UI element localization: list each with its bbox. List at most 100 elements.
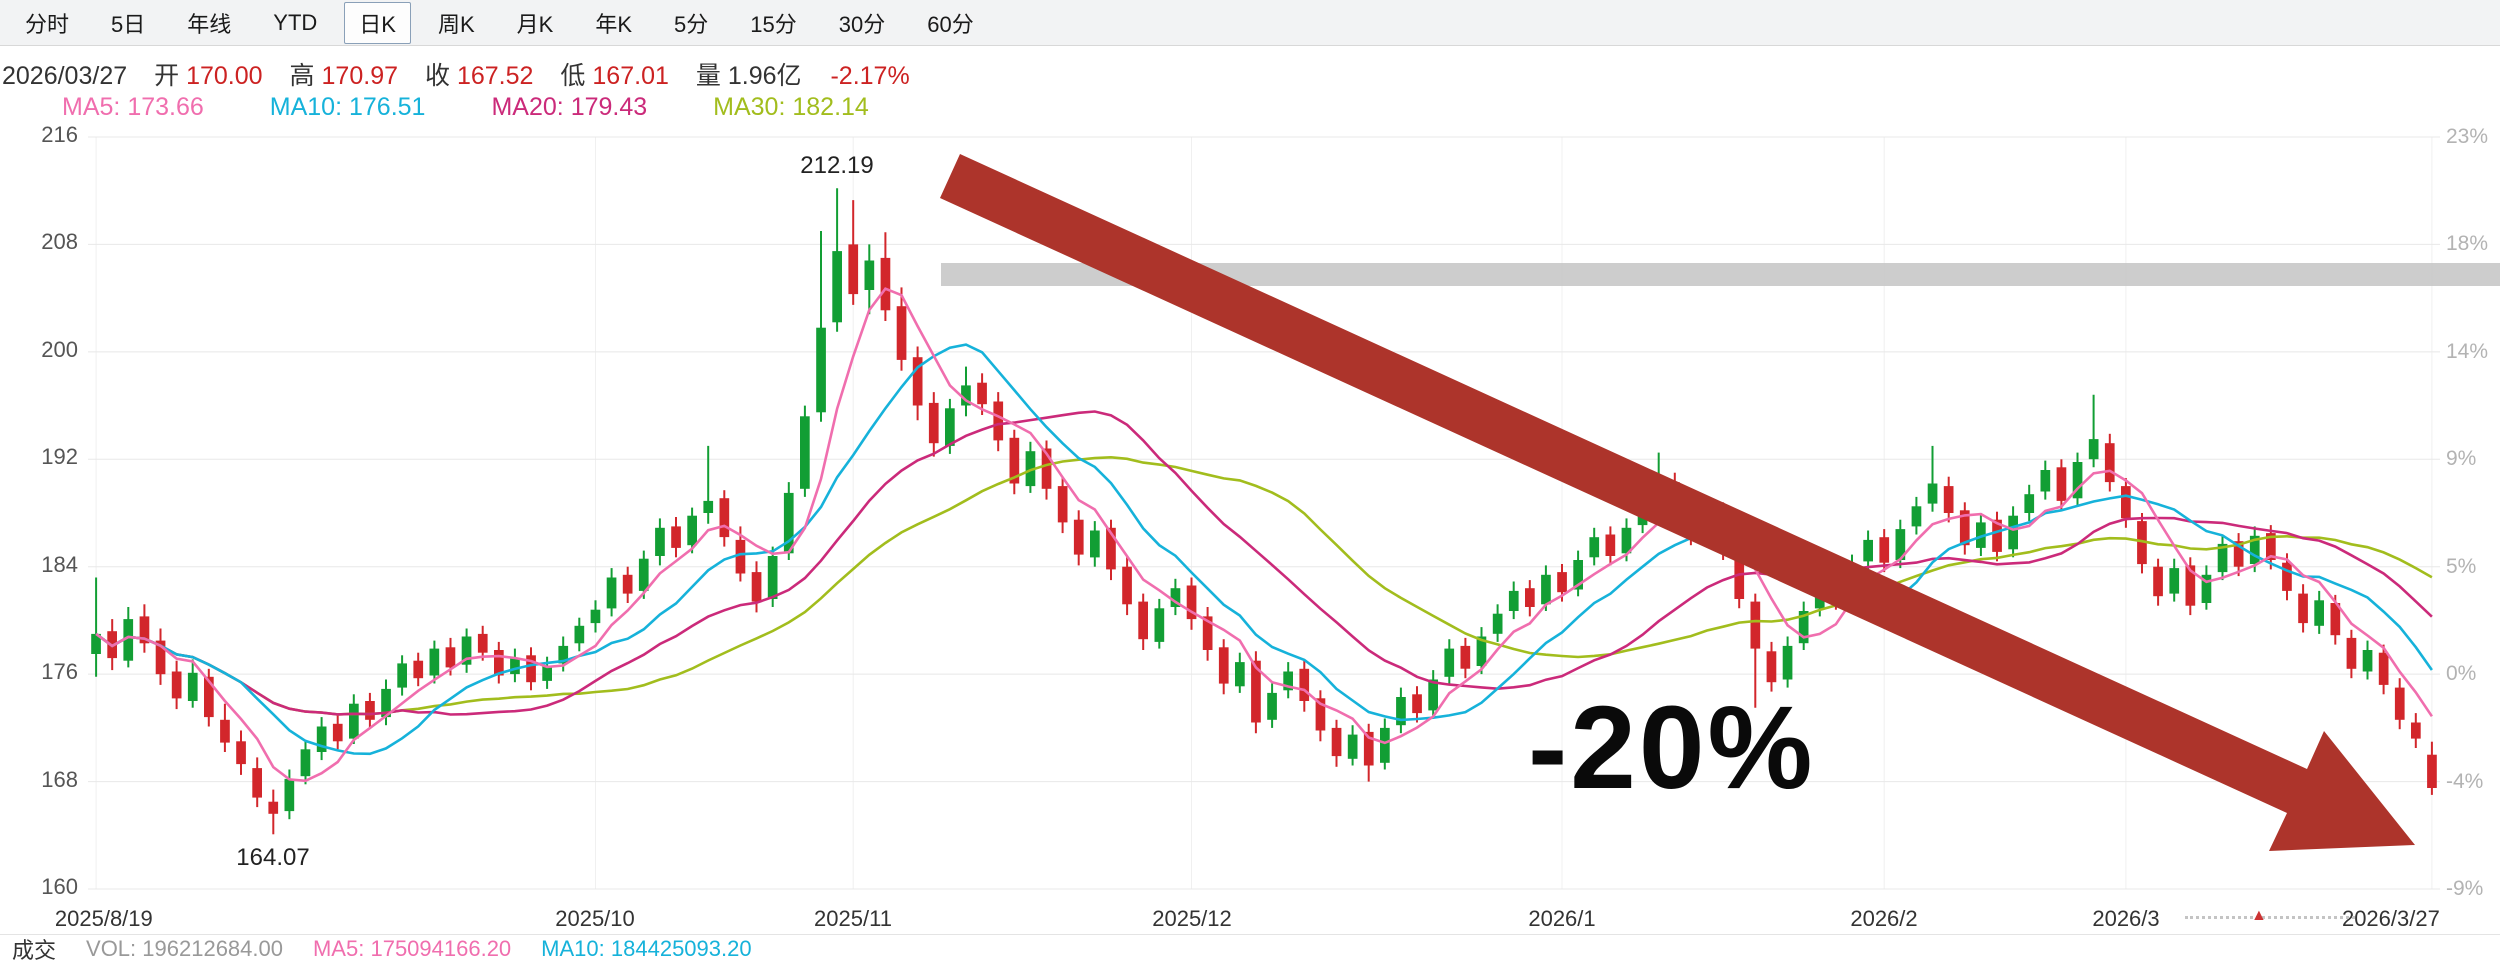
candle: [1041, 440, 1052, 500]
candle: [1122, 557, 1132, 616]
ma30-line: [95, 455, 2433, 716]
candle: [1170, 578, 1181, 616]
high-value: 170.97: [321, 62, 398, 90]
candle: [268, 789, 279, 835]
volume-pane-hint: ▲: [2185, 907, 2355, 924]
candle: [1025, 441, 1036, 493]
close-label: 收: [424, 62, 450, 90]
quote-info-bar: 2026/03/27 开 170.00 高 170.97 收 167.52 低 167.…: [2, 56, 910, 92]
candle: [1073, 510, 1084, 566]
candle: [461, 628, 472, 673]
candle: [928, 392, 939, 457]
candle: [1976, 513, 1986, 556]
tab-30min[interactable]: 30分: [838, 11, 886, 37]
ma-lines-layer: [95, 287, 2433, 783]
candle: [1347, 725, 1358, 766]
volume-label: 量: [695, 62, 721, 90]
candle: [397, 655, 407, 696]
candle: [590, 600, 601, 633]
ma-legend-label: MA5:: [62, 93, 121, 121]
tab-15min[interactable]: 15分: [750, 11, 797, 37]
tab-day-k[interactable]: 日K: [344, 1, 411, 44]
candle: [2217, 534, 2228, 581]
x-axis-tick: 2025/12: [1152, 906, 1232, 931]
candle: [171, 660, 182, 710]
high-label: 高: [289, 62, 315, 90]
ma-legend-value: 182.14: [792, 93, 869, 121]
candle: [719, 490, 730, 547]
ma-legend-label: MA30:: [713, 93, 786, 121]
candle: [2137, 513, 2147, 574]
candle: [1476, 627, 1487, 675]
grid-lines: [88, 136, 2440, 890]
tab-timeline[interactable]: 分时: [25, 11, 70, 37]
candle: [2008, 506, 2018, 558]
candle: [751, 561, 762, 613]
candle: [2185, 557, 2196, 616]
ma-legend-item-1: MA10: 176.51: [270, 93, 426, 121]
tab-5day[interactable]: 5日: [111, 11, 146, 37]
x-axis-tick: 2026/3/27: [2341, 906, 2440, 931]
low-value: 167.01: [592, 62, 669, 90]
candle: [655, 518, 665, 566]
x-axis-tick: 2025/11: [814, 906, 892, 931]
candle: [2088, 394, 2099, 468]
vol-label: VOL:: [86, 936, 137, 961]
candle: [220, 703, 230, 752]
candle: [880, 232, 891, 321]
candle: [1267, 683, 1277, 728]
candle: [912, 346, 923, 421]
candle: [1315, 690, 1326, 742]
candle: [848, 200, 859, 305]
candle: [1202, 607, 1213, 661]
candle: [1782, 636, 1793, 688]
vol-ma5-readout: MA5: 175094166.20: [313, 936, 511, 962]
vol-ma5-value: 175094166.20: [370, 936, 512, 961]
tab-5min[interactable]: 5分: [674, 11, 709, 37]
candle: [783, 482, 794, 560]
candle: [606, 568, 617, 617]
candle: [2298, 584, 2308, 633]
tab-week-k[interactable]: 周K: [437, 11, 475, 37]
x-axis-tick: 2025/8/19: [54, 906, 153, 931]
candle: [139, 604, 150, 653]
candle: [1299, 660, 1310, 712]
right-axis-tick: 23%: [2446, 125, 2489, 148]
x-axis-tick: 2025/10: [555, 906, 635, 931]
period-toolbar: 分时 5日 年线 YTD 日K 周K 月K 年K 5分 15分 30分 60分: [0, 0, 2500, 46]
tab-ytd[interactable]: YTD: [273, 9, 318, 35]
right-axis-tick: 5%: [2446, 555, 2477, 578]
y-axis-tick: 184: [41, 552, 78, 577]
candle: [896, 287, 907, 371]
right-axis-tick: -9%: [2446, 877, 2484, 900]
candle: [2072, 452, 2083, 507]
tab-year-k[interactable]: 年K: [595, 11, 633, 37]
tab-month-k[interactable]: 月K: [516, 11, 554, 37]
y-axis-tick: 216: [41, 122, 78, 147]
right-axis-tick: 9%: [2446, 447, 2477, 470]
candle: [1428, 670, 1438, 718]
right-axis-tick: 18%: [2446, 232, 2489, 255]
candle: [622, 566, 633, 603]
candle: [2104, 433, 2115, 492]
tab-60min[interactable]: 60分: [927, 11, 974, 37]
volume-value: 1.96亿: [727, 62, 802, 90]
low-label: 低: [560, 62, 586, 90]
candle: [1412, 686, 1422, 723]
ma-legend-item-2: MA20: 179.43: [491, 93, 647, 121]
candle: [816, 231, 826, 422]
highlight-bar: [941, 263, 2500, 286]
candle: [252, 757, 262, 808]
candle: [526, 647, 536, 691]
ma-legend-value: 173.66: [127, 93, 204, 121]
candle: [2201, 565, 2212, 610]
y-axis-tick: 192: [41, 444, 78, 469]
candle: [2346, 629, 2357, 679]
tab-year-line[interactable]: 年线: [187, 11, 232, 37]
candle: [91, 577, 101, 677]
candle: [638, 550, 649, 599]
vol-ma10-label: MA10:: [541, 936, 605, 961]
candle: [1492, 604, 1503, 642]
